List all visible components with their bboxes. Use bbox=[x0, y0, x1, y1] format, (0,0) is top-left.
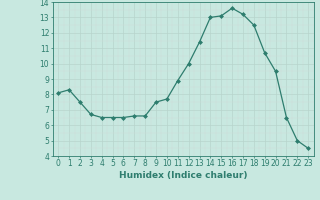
X-axis label: Humidex (Indice chaleur): Humidex (Indice chaleur) bbox=[119, 171, 247, 180]
